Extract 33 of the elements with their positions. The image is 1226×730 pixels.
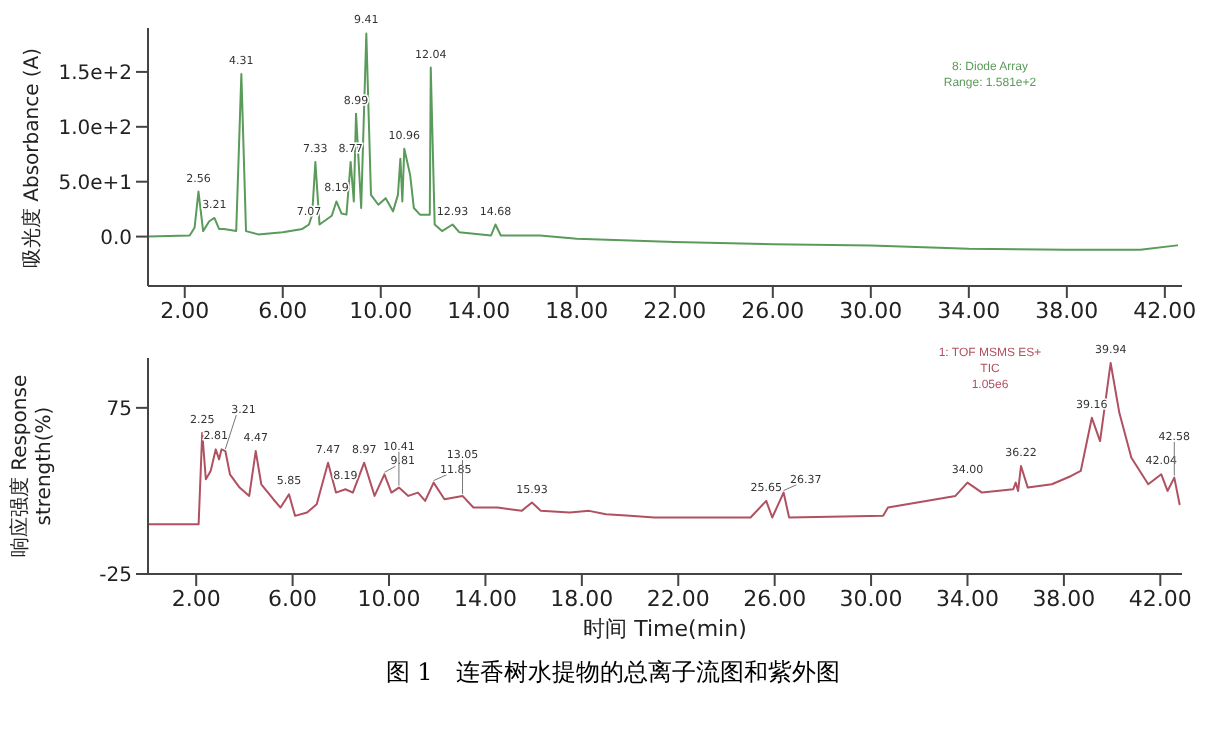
x-tick-label: 26.00 [741,297,805,324]
x-tick-label: 22.00 [643,297,707,324]
y-tick-label: 75 [106,398,132,421]
x-tick-label: 30.00 [839,585,903,612]
x-tick-label: 2.00 [160,297,210,324]
x-tick-label: 22.00 [646,585,710,612]
y-tick-label: -25 [99,565,132,588]
x-tick-label: 34.00 [937,297,1001,324]
x-tick-label: 26.00 [743,585,807,612]
x-tick-label: 42.00 [1133,297,1197,324]
x-axis-title: 时间 Time(min) [581,614,749,644]
y-tick-label: 0.0 [100,227,132,250]
x-tick-label: 42.00 [1128,585,1192,612]
x-tick-label: 18.00 [550,585,614,612]
x-tick-label: 14.00 [453,585,517,612]
x-tick-label: 10.00 [349,297,413,324]
y-tick-label: 5.0e+1 [58,172,132,195]
x-tick-label: 38.00 [1035,297,1099,324]
x-tick-label: 6.00 [258,297,308,324]
x-tick-label: 2.00 [171,585,221,612]
caption: 图 1 连香树水提物的总离子流图和紫外图 [383,656,843,690]
y-tick-label: 1.0e+2 [58,117,132,140]
x-tick-label: 38.00 [1032,585,1096,612]
line-series [148,32,1179,251]
x-tick-label: 30.00 [839,297,903,324]
x-tick-label: 34.00 [935,585,999,612]
x-tick-label: 14.00 [447,297,511,324]
y-axis-title: 吸光度 Absorbance (A) [22,44,46,272]
x-tick-label: 6.00 [268,585,318,612]
y-tick-label: 1.5e+2 [58,63,132,86]
x-tick-label: 18.00 [545,297,609,324]
x-tick-label: 10.00 [357,585,421,612]
y-axis-title: 响应强度 Response strength(%) [10,372,58,562]
